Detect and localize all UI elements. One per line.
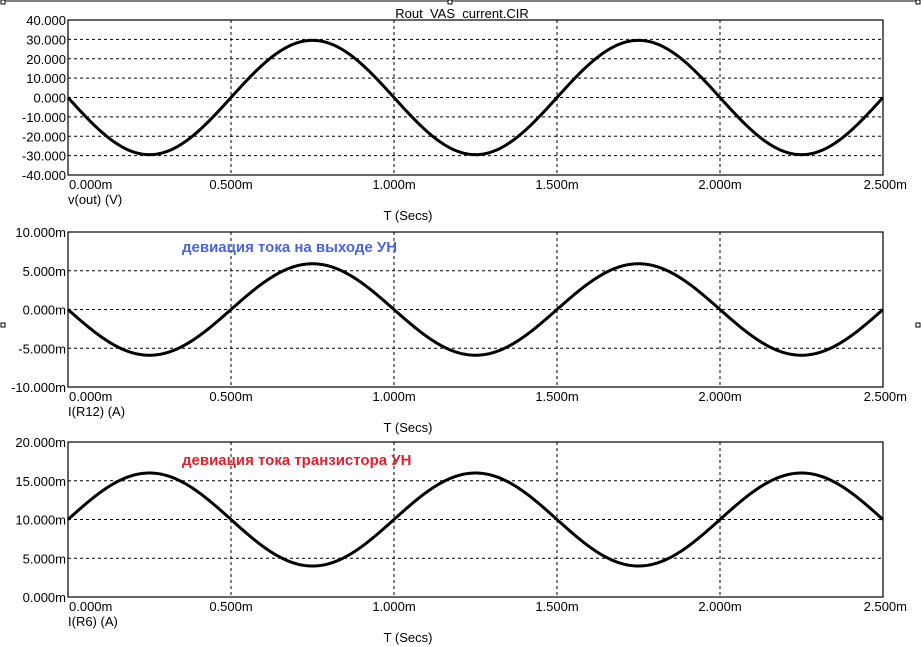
y-tick-label: 0.000 [33, 91, 66, 106]
y-axis-label: v(out) (V) [68, 192, 122, 207]
current-r12-chart: 0.000m 0.500m 1.000m 1.500m 2.000m 2.500m 10.0… [11, 225, 907, 435]
window-title: Rout_VAS_current.CIR [395, 6, 528, 21]
x-axis-label: T (Secs) [384, 420, 433, 435]
x-axis-label: T (Secs) [384, 208, 433, 223]
y-tick-label: 10.000m [15, 225, 66, 240]
y-tick-label: 40.000 [26, 13, 66, 28]
x-tick-label: 2.500m [864, 177, 907, 192]
x-tick-label: 2.000m [698, 599, 741, 614]
y-tick-label: 20.000 [26, 52, 66, 67]
y-axis-label: I(R12) (A) [68, 404, 125, 419]
series-trace [66, 38, 885, 157]
x-tick-label: 0.500m [209, 389, 252, 404]
y-tick-label: 10.000 [26, 71, 66, 86]
y-tick-label: -40.000 [22, 168, 66, 183]
chart-annotation: девиация тока транзистора УН [182, 452, 411, 469]
current-r6-chart: 0.000m 0.500m 1.000m 1.500m 2.000m 2.500m 20.0… [15, 435, 907, 645]
x-tick-label: 0.000m [69, 599, 112, 614]
x-tick-label: 0.000m [69, 177, 112, 192]
y-tick-label: -20.000 [22, 129, 66, 144]
x-tick-label: 0.500m [209, 177, 252, 192]
y-tick-label: -10.000m [11, 380, 66, 395]
y-tick-label: 5.000m [23, 264, 66, 279]
x-tick-label: 1.000m [372, 177, 415, 192]
resize-handle-top-center[interactable] [447, 0, 453, 5]
y-tick-label: 20.000m [15, 435, 66, 450]
x-tick-label: 0.000m [69, 389, 112, 404]
x-tick-label: 0.500m [209, 599, 252, 614]
x-tick-label: 1.000m [372, 599, 415, 614]
resize-handle-left-middle[interactable] [0, 322, 6, 328]
x-tick-label: 2.500m [864, 599, 907, 614]
y-tick-label: 0.000m [23, 303, 66, 318]
y-tick-label: 0.000m [23, 590, 66, 605]
y-axis-label: I(R6) (A) [68, 614, 118, 629]
series-trace [67, 262, 884, 357]
resize-handle-right-middle[interactable] [915, 322, 921, 328]
x-tick-label: 1.500m [535, 599, 578, 614]
y-tick-label: -30.000 [22, 149, 66, 164]
x-axis-label: T (Secs) [384, 630, 433, 645]
x-tick-label: 2.000m [698, 389, 741, 404]
y-tick-label: 30.000 [26, 32, 66, 47]
y-tick-label: -5.000m [18, 341, 66, 356]
x-tick-label: 2.500m [864, 389, 907, 404]
y-tick-label: 15.000m [15, 474, 66, 489]
voltage-out-chart: 0.000m 0.500m 1.000m 1.500m 2.000m 2.500m 40.0… [22, 13, 907, 223]
x-tick-label: 1.000m [372, 389, 415, 404]
series-trace [66, 471, 885, 568]
chart-annotation: девиация тока на выходе УН [182, 239, 397, 256]
resize-handle-top-right[interactable] [915, 0, 921, 5]
y-tick-label: -10.000 [22, 110, 66, 125]
resize-handle-top-left[interactable] [0, 0, 6, 5]
y-tick-label: 10.000m [15, 513, 66, 528]
x-tick-label: 1.500m [535, 177, 578, 192]
x-tick-label: 1.500m [535, 389, 578, 404]
x-tick-label: 2.000m [698, 177, 741, 192]
y-tick-label: 5.000m [23, 551, 66, 566]
